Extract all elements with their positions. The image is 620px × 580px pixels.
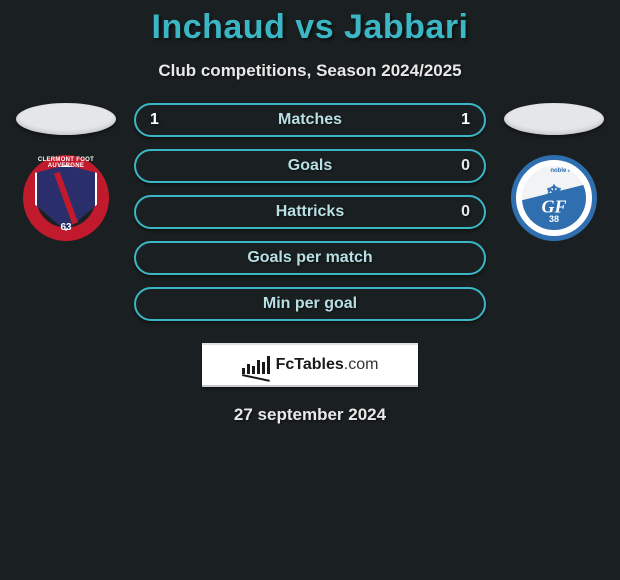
stat-label: Min per goal bbox=[263, 295, 357, 313]
club-badge-icon: noble FC ❄ GF 38 bbox=[511, 155, 597, 241]
stat-row: Min per goal bbox=[134, 287, 486, 321]
stat-row: 1 Matches 1 bbox=[134, 103, 486, 137]
date-text: 27 september 2024 bbox=[0, 387, 620, 425]
stat-label: Goals bbox=[288, 157, 332, 175]
chart-bars-icon bbox=[242, 356, 270, 374]
left-player-col: CLERMONT FOOT AUVERGNE 63 bbox=[12, 103, 120, 243]
stat-row: Goals per match bbox=[134, 241, 486, 275]
stat-label: Matches bbox=[278, 111, 342, 129]
right-club-badge: noble FC ❄ GF 38 bbox=[506, 153, 602, 243]
stat-right-value: 0 bbox=[461, 157, 470, 175]
club-badge-icon: CLERMONT FOOT AUVERGNE 63 bbox=[23, 155, 109, 241]
stat-label: Hattricks bbox=[276, 203, 344, 221]
brand-name: FcTables bbox=[276, 356, 344, 373]
page-title: Inchaud vs Jabbari bbox=[0, 0, 620, 51]
badge-number: 38 bbox=[522, 214, 586, 224]
stat-left-value: 1 bbox=[150, 111, 159, 129]
right-player-col: noble FC ❄ GF 38 bbox=[500, 103, 608, 243]
left-club-badge: CLERMONT FOOT AUVERGNE 63 bbox=[18, 153, 114, 243]
stat-row: Hattricks 0 bbox=[134, 195, 486, 229]
brand-link[interactable]: FcTables.com bbox=[202, 343, 418, 387]
brand-text: FcTables.com bbox=[276, 356, 379, 374]
stat-right-value: 0 bbox=[461, 203, 470, 221]
brand-domain: .com bbox=[344, 356, 379, 373]
badge-number: 63 bbox=[23, 222, 109, 233]
comparison-panel: CLERMONT FOOT AUVERGNE 63 1 Matches 1 Go… bbox=[0, 103, 620, 321]
badge-text-top: noble FC bbox=[550, 168, 576, 174]
page-subtitle: Club competitions, Season 2024/2025 bbox=[0, 51, 620, 103]
player-avatar-placeholder bbox=[16, 103, 116, 135]
stat-row: Goals 0 bbox=[134, 149, 486, 183]
stats-list: 1 Matches 1 Goals 0 Hattricks 0 Goals pe… bbox=[134, 103, 486, 321]
stat-right-value: 1 bbox=[461, 111, 470, 129]
stat-label: Goals per match bbox=[247, 249, 372, 267]
player-avatar-placeholder bbox=[504, 103, 604, 135]
